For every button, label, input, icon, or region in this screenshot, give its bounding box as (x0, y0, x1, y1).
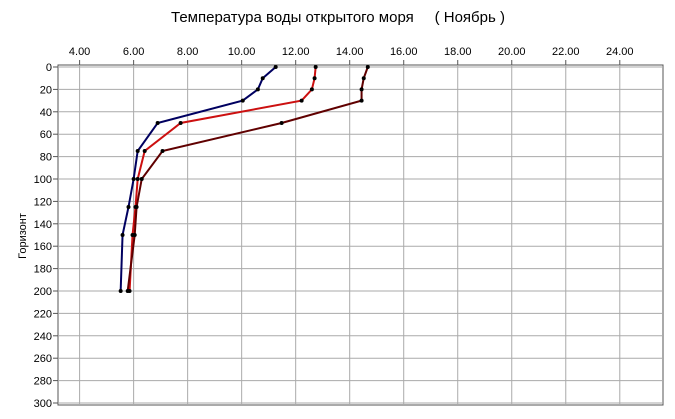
x-tick-label: 12.00 (282, 46, 310, 58)
data-point (139, 177, 144, 181)
data-point (132, 233, 137, 237)
data-point (313, 65, 318, 69)
data-point (312, 76, 317, 81)
data-point (118, 289, 123, 293)
data-point (309, 87, 314, 92)
series-line (119, 66, 277, 292)
data-point (359, 87, 364, 92)
y-tick-label: 260 (34, 353, 52, 365)
x-tick-label: 18.00 (444, 46, 472, 58)
x-tick-label: 4.00 (69, 46, 90, 58)
y-tick-label: 140 (34, 219, 52, 231)
x-tick-label: 16.00 (390, 46, 418, 58)
data-point (126, 205, 131, 209)
data-point (255, 87, 260, 92)
plot-area (57, 64, 664, 406)
data-point (279, 121, 284, 125)
x-tick-label: 10.00 (228, 46, 256, 58)
y-tick-label: 300 (34, 398, 52, 410)
data-point (125, 289, 130, 293)
x-tick-label: 8.00 (177, 46, 198, 58)
data-point (260, 76, 265, 81)
data-point (142, 149, 147, 153)
y-tick-label: 240 (34, 331, 52, 343)
y-tick-label: 80 (40, 152, 52, 164)
y-tick-label: 180 (34, 264, 52, 276)
data-point (273, 65, 278, 69)
data-point (134, 205, 139, 209)
x-tick-label: 24.00 (606, 46, 634, 58)
x-tick-label: 6.00 (123, 46, 144, 58)
data-point (359, 98, 364, 103)
series-line (128, 66, 317, 292)
data-point (135, 149, 140, 153)
y-tick-label: 60 (40, 129, 52, 141)
y-tick-label: 100 (34, 174, 52, 186)
data-point (299, 98, 304, 103)
series-line (126, 66, 369, 292)
y-tick-label: 20 (40, 84, 52, 96)
x-tick-label: 20.00 (498, 46, 526, 58)
y-tick-label: 280 (34, 376, 52, 388)
data-point (240, 98, 245, 103)
chart-title: Температура воды открытого моря ( Ноябрь… (171, 9, 505, 26)
y-tick-label: 120 (34, 196, 52, 208)
y-axis-label: Горизонт (17, 213, 29, 259)
data-point (120, 233, 125, 237)
x-tick-label: 22.00 (552, 46, 580, 58)
data-point (155, 121, 160, 125)
y-tick-label: 40 (40, 107, 52, 119)
y-tick-label: 0 (46, 62, 52, 74)
x-tick-label: 14.00 (336, 46, 364, 58)
y-tick-label: 160 (34, 241, 52, 253)
data-point (178, 121, 183, 125)
data-point (160, 149, 165, 153)
y-tick-label: 200 (34, 286, 52, 298)
y-tick-label: 220 (34, 308, 52, 320)
data-point (131, 177, 136, 181)
data-point (365, 65, 370, 69)
data-point (135, 177, 140, 181)
data-point (361, 76, 366, 81)
